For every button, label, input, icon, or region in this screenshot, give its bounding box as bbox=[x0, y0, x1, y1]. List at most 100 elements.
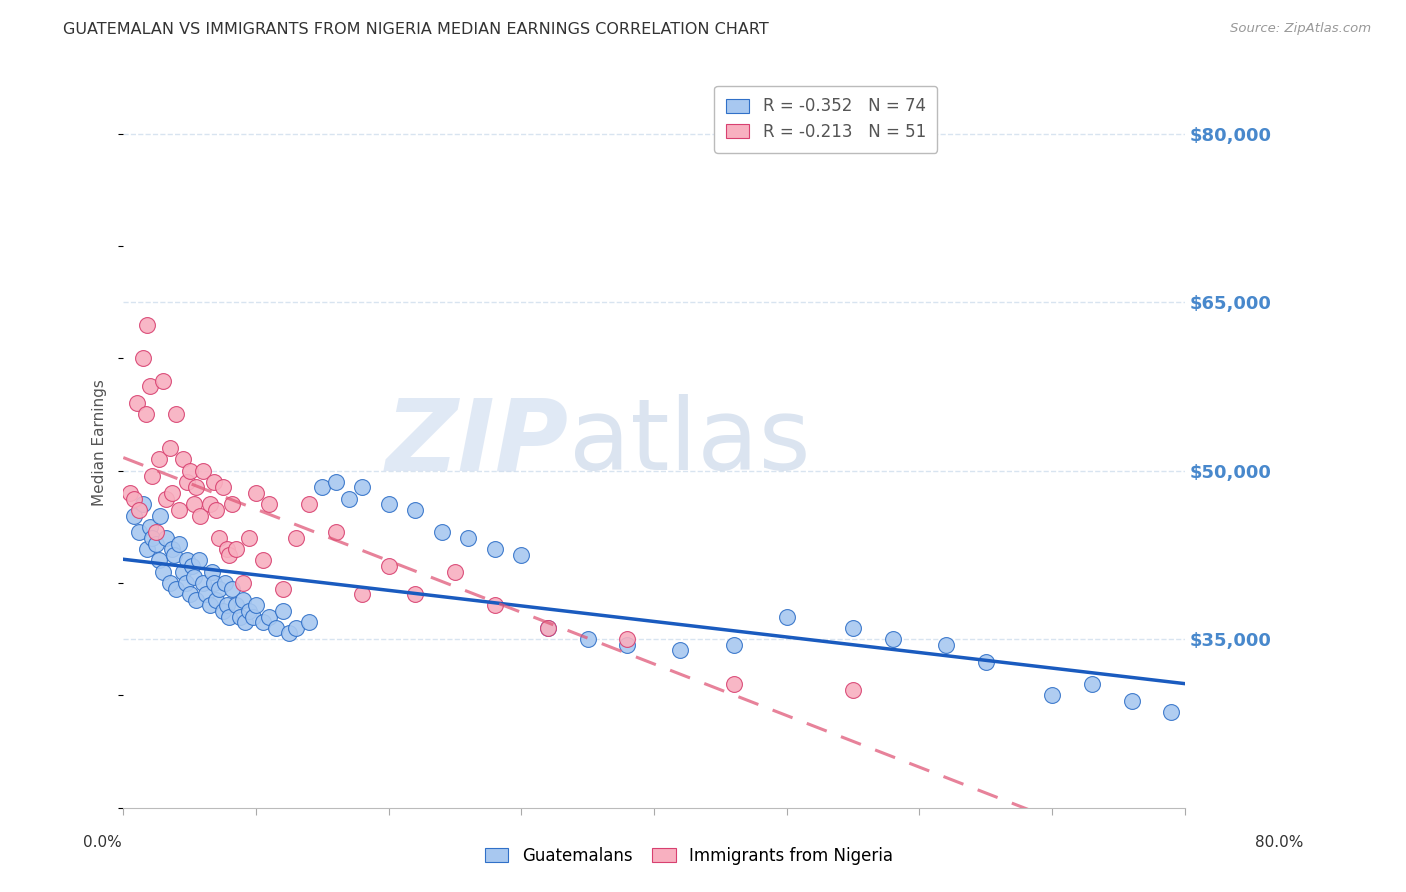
Point bbox=[205, 592, 228, 607]
Point bbox=[298, 615, 321, 630]
Point bbox=[165, 582, 187, 596]
Point bbox=[430, 525, 453, 540]
Point bbox=[352, 587, 374, 601]
Point bbox=[128, 525, 150, 540]
Point bbox=[284, 531, 307, 545]
Legend: R = -0.352   N = 74, R = -0.213   N = 51: R = -0.352 N = 74, R = -0.213 N = 51 bbox=[714, 86, 938, 153]
Point bbox=[257, 497, 280, 511]
Point bbox=[152, 565, 174, 579]
Point bbox=[775, 609, 797, 624]
Point bbox=[325, 475, 347, 489]
Point bbox=[125, 396, 148, 410]
Point bbox=[155, 491, 177, 506]
Point bbox=[257, 609, 280, 624]
Point bbox=[167, 503, 190, 517]
Point bbox=[974, 655, 997, 669]
Point bbox=[444, 565, 467, 579]
Point bbox=[242, 609, 264, 624]
Point bbox=[510, 548, 533, 562]
Point bbox=[179, 587, 201, 601]
Point bbox=[145, 525, 167, 540]
Point bbox=[221, 497, 243, 511]
Point bbox=[208, 531, 231, 545]
Text: Source: ZipAtlas.com: Source: ZipAtlas.com bbox=[1230, 22, 1371, 36]
Point bbox=[122, 491, 145, 506]
Point bbox=[311, 480, 333, 494]
Point bbox=[377, 497, 399, 511]
Point bbox=[132, 351, 155, 366]
Point bbox=[1160, 705, 1182, 719]
Point bbox=[128, 503, 150, 517]
Point bbox=[187, 553, 209, 567]
Point bbox=[252, 615, 274, 630]
Point bbox=[215, 542, 238, 557]
Point bbox=[252, 553, 274, 567]
Point bbox=[238, 604, 260, 618]
Point bbox=[457, 531, 479, 545]
Point bbox=[201, 565, 224, 579]
Point bbox=[139, 379, 162, 393]
Point bbox=[576, 632, 599, 646]
Point bbox=[225, 542, 247, 557]
Point bbox=[264, 621, 287, 635]
Point bbox=[136, 318, 159, 332]
Point bbox=[1040, 688, 1063, 702]
Point bbox=[352, 480, 374, 494]
Point bbox=[218, 609, 240, 624]
Point bbox=[159, 576, 181, 591]
Point bbox=[183, 570, 205, 584]
Point bbox=[284, 621, 307, 635]
Point bbox=[214, 576, 236, 591]
Point bbox=[191, 464, 214, 478]
Point bbox=[404, 587, 426, 601]
Point bbox=[245, 486, 267, 500]
Point bbox=[152, 374, 174, 388]
Point bbox=[122, 508, 145, 523]
Point bbox=[238, 531, 260, 545]
Point bbox=[723, 677, 745, 691]
Point bbox=[723, 638, 745, 652]
Point bbox=[141, 531, 163, 545]
Point bbox=[132, 497, 155, 511]
Point bbox=[186, 480, 208, 494]
Point bbox=[198, 497, 221, 511]
Point bbox=[198, 599, 221, 613]
Point bbox=[163, 548, 186, 562]
Point bbox=[935, 638, 957, 652]
Point bbox=[211, 480, 233, 494]
Point bbox=[167, 536, 190, 550]
Point bbox=[325, 525, 347, 540]
Point bbox=[172, 565, 194, 579]
Text: ZIP: ZIP bbox=[387, 394, 569, 491]
Point bbox=[162, 486, 184, 500]
Point bbox=[145, 536, 167, 550]
Point bbox=[298, 497, 321, 511]
Point bbox=[669, 643, 692, 657]
Point bbox=[271, 582, 294, 596]
Point bbox=[484, 542, 506, 557]
Point bbox=[174, 576, 197, 591]
Point bbox=[188, 508, 211, 523]
Point bbox=[181, 559, 204, 574]
Point bbox=[232, 592, 254, 607]
Point bbox=[245, 599, 267, 613]
Point bbox=[537, 621, 560, 635]
Text: GUATEMALAN VS IMMIGRANTS FROM NIGERIA MEDIAN EARNINGS CORRELATION CHART: GUATEMALAN VS IMMIGRANTS FROM NIGERIA ME… bbox=[63, 22, 769, 37]
Point bbox=[616, 638, 638, 652]
Point bbox=[202, 475, 225, 489]
Point bbox=[194, 587, 217, 601]
Point bbox=[232, 576, 254, 591]
Point bbox=[842, 682, 865, 697]
Point bbox=[278, 626, 301, 640]
Point bbox=[221, 582, 243, 596]
Point bbox=[271, 604, 294, 618]
Point bbox=[162, 542, 184, 557]
Legend: Guatemalans, Immigrants from Nigeria: Guatemalans, Immigrants from Nigeria bbox=[477, 838, 901, 873]
Point bbox=[218, 548, 240, 562]
Point bbox=[159, 441, 181, 455]
Point bbox=[141, 469, 163, 483]
Point bbox=[135, 408, 157, 422]
Point bbox=[176, 475, 198, 489]
Point bbox=[1121, 694, 1143, 708]
Point bbox=[148, 452, 170, 467]
